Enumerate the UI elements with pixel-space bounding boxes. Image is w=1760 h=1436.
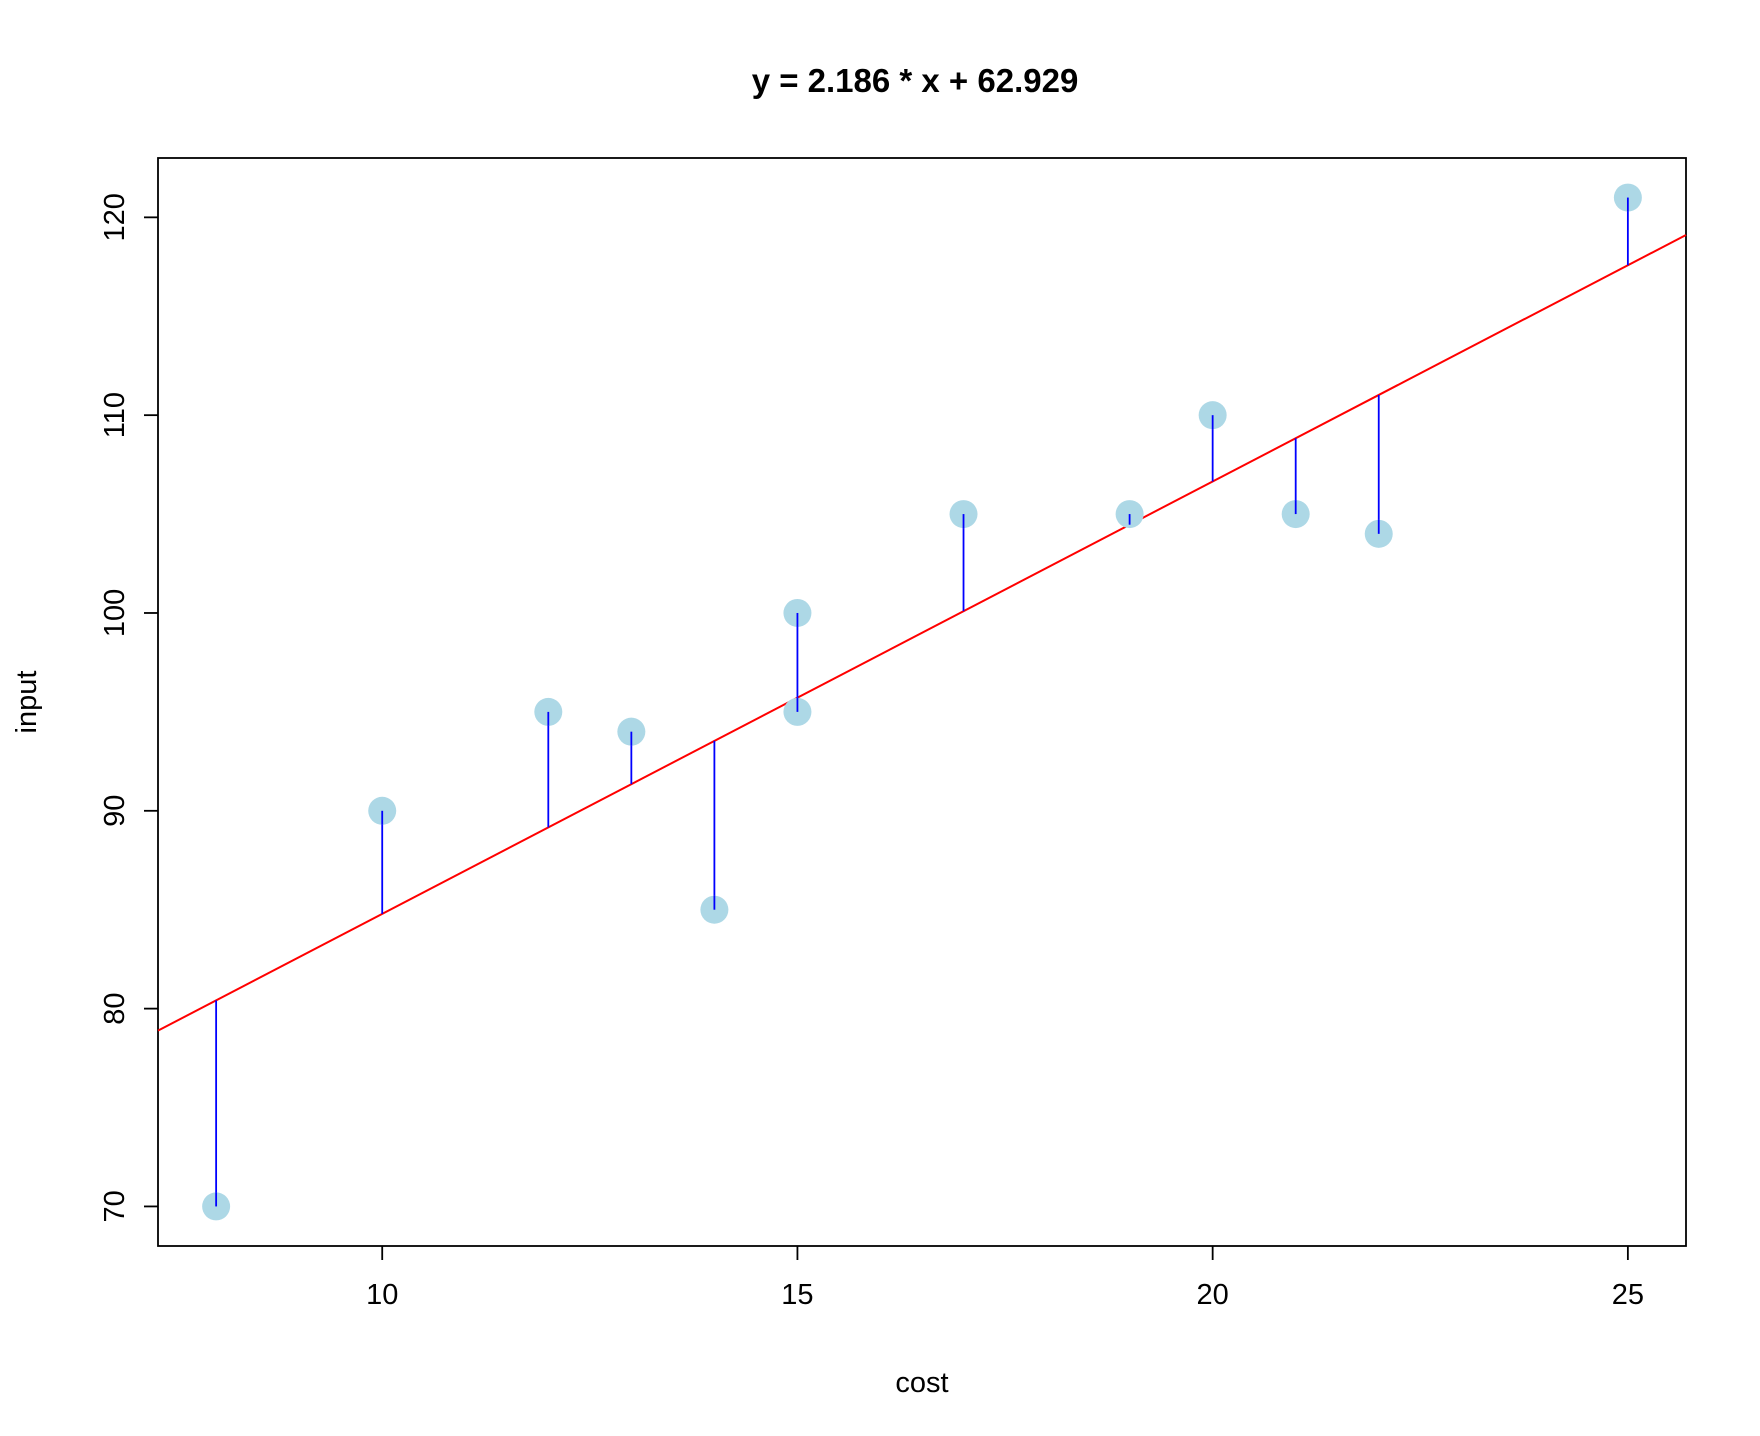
x-tick-label: 25 (1612, 1279, 1644, 1311)
x-axis: 10 15 20 25 (366, 1246, 1644, 1311)
y-tick-label: 90 (99, 795, 131, 827)
y-axis-label: input (11, 671, 43, 734)
x-tick-label: 20 (1197, 1279, 1229, 1311)
regression-line (157, 234, 1687, 1032)
x-tick-label: 10 (366, 1279, 398, 1311)
y-tick-label: 120 (99, 193, 131, 241)
y-tick-label: 100 (99, 589, 131, 637)
y-axis: 70 80 90 100 110 120 (99, 193, 158, 1223)
chart-title: y = 2.186 * x + 62.929 (752, 62, 1079, 99)
x-axis-label: cost (895, 1367, 948, 1399)
residual-layer (215, 197, 1629, 1207)
y-tick-label: 70 (99, 1190, 131, 1222)
y-tick-label: 80 (99, 992, 131, 1024)
plot-frame (157, 157, 1687, 1247)
x-tick-label: 15 (781, 1279, 813, 1311)
y-tick-label: 110 (99, 392, 131, 438)
points-layer (202, 183, 1642, 1221)
regression-layer (157, 234, 1687, 1032)
